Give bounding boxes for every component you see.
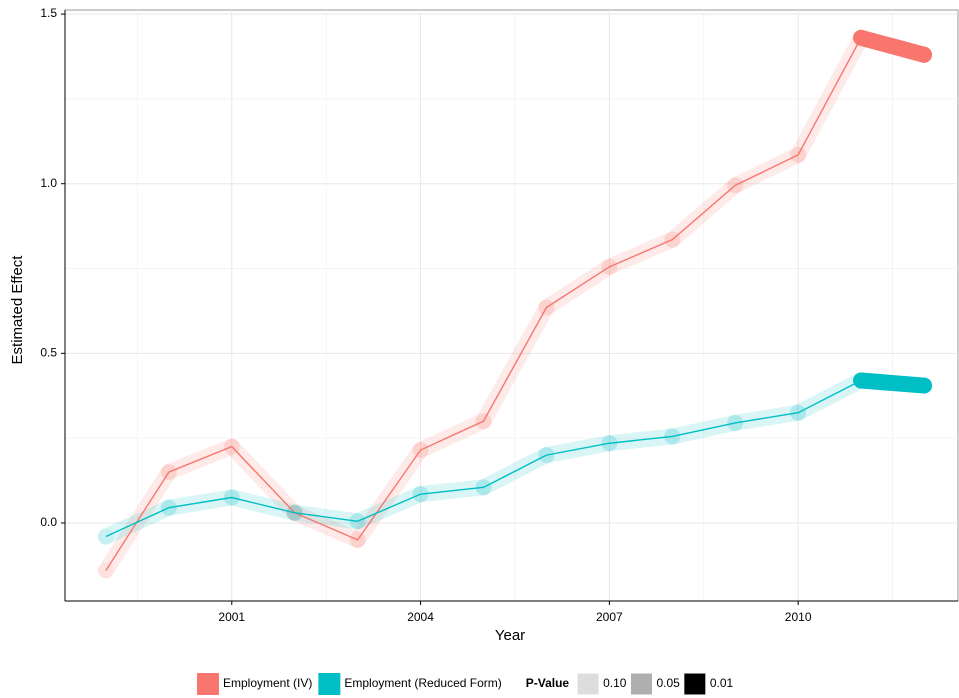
x-tick-label: 2010 (785, 610, 812, 624)
legend-title: P-Value (526, 676, 570, 690)
y-tick-label: 0.0 (40, 515, 57, 529)
y-tick-label: 1.0 (40, 176, 57, 190)
legend-swatch (629, 672, 653, 696)
legend-label: 0.10 (603, 676, 627, 690)
y-tick-label: 0.5 (40, 346, 57, 360)
y-axis-title: Estimated Effect (9, 255, 26, 365)
legend-label: 0.05 (656, 676, 680, 690)
legend-swatch (576, 672, 600, 696)
x-tick-label: 2001 (218, 610, 245, 624)
legend-swatch (683, 672, 707, 696)
x-tick-label: 2007 (596, 610, 623, 624)
x-axis-title: Year (495, 627, 525, 644)
plot-background (64, 9, 959, 602)
legend-swatch (318, 673, 341, 695)
legend-label: Employment (IV) (223, 676, 312, 690)
series-line (105, 36, 925, 571)
legend-swatch (197, 673, 219, 695)
legend-label: Employment (Reduced Form) (344, 676, 501, 690)
legend-label: 0.01 (710, 676, 734, 690)
y-tick-label: 1.5 (40, 6, 57, 20)
series-line (105, 379, 925, 538)
x-tick-label: 2004 (407, 610, 434, 624)
